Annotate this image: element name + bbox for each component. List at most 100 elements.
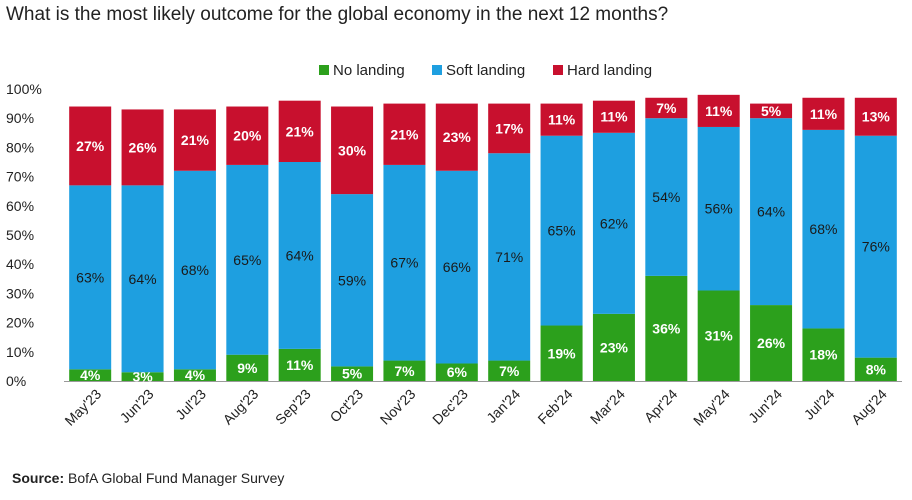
y-tick-label: 30% [6,285,34,301]
bar-segment-soft-landing [278,162,321,349]
value-label-no-landing: 7% [394,363,415,379]
value-label-hard-landing: 5% [761,103,782,119]
y-tick-label: 60% [6,198,34,214]
bar-segment-hard-landing [69,106,112,186]
value-label-soft-landing: 64% [129,271,157,287]
x-tick-label: Mar'24 [587,386,628,427]
bar-segment-no-landing [697,290,740,381]
bar-segment-no-landing [750,305,793,381]
value-label-hard-landing: 20% [233,128,262,144]
value-label-no-landing: 31% [705,328,734,344]
value-label-soft-landing: 64% [286,247,314,263]
x-tick-label: Jul'23 [172,386,209,423]
value-label-no-landing: 9% [237,360,258,376]
value-label-no-landing: 8% [866,361,887,377]
legend-label-soft-landing: Soft landing [446,62,525,79]
y-tick-label: 40% [6,256,34,272]
value-label-hard-landing: 23% [443,129,472,145]
bar-segment-hard-landing [697,94,740,127]
value-label-soft-landing: 68% [809,221,837,237]
bar-segment-hard-landing [802,97,845,130]
bar-segment-soft-landing [488,153,531,361]
value-label-no-landing: 26% [757,335,786,351]
y-tick-label: 80% [6,139,34,155]
value-label-soft-landing: 56% [705,201,733,217]
bar-segment-soft-landing [121,185,164,373]
value-label-hard-landing: 26% [129,139,158,155]
bar-segment-soft-landing [592,132,635,314]
x-tick-label: May'24 [690,386,733,429]
value-label-hard-landing: 30% [338,142,367,158]
value-label-no-landing: 11% [286,357,314,373]
x-tick-label: Jan'24 [483,386,523,426]
bar-segment-no-landing [802,328,845,381]
value-label-no-landing: 18% [809,347,838,363]
y-tick-label: 10% [6,344,34,360]
value-label-soft-landing: 66% [443,259,471,275]
value-label-soft-landing: 59% [338,272,366,288]
value-label-hard-landing: 17% [495,120,524,136]
bar-segment-soft-landing [331,194,374,367]
bar-segment-no-landing [592,313,635,381]
value-label-hard-landing: 11% [705,103,733,119]
bar-segment-soft-landing [750,118,793,306]
bar-segment-soft-landing [645,118,688,276]
source-label: Source: [12,470,65,486]
value-label-hard-landing: 21% [181,132,210,148]
x-tick-label: Jul'24 [801,386,838,423]
y-tick-label: 50% [6,227,34,243]
bar-segment-soft-landing [802,129,845,329]
value-label-soft-landing: 76% [862,239,890,255]
bar-segment-soft-landing [435,170,478,364]
bar-segment-no-landing [435,363,478,381]
value-label-soft-landing: 65% [548,223,576,239]
bar-segment-hard-landing [750,103,793,119]
value-label-soft-landing: 64% [757,204,785,220]
y-tick-label: 20% [6,315,34,331]
bar-segment-no-landing [383,360,426,381]
source-note: Source: BofA Global Fund Manager Survey [12,470,284,486]
source-text: BofA Global Fund Manager Survey [68,470,285,486]
x-tick-label: Aug'23 [220,386,262,428]
chart-title: What is the most likely outcome for the … [6,4,669,25]
value-label-no-landing: 4% [185,367,206,383]
x-tick-label: Nov'23 [377,386,419,428]
x-tick-label: Aug'24 [848,386,890,428]
bar-segment-soft-landing [697,126,740,291]
bar-segment-no-landing [173,369,216,381]
value-label-hard-landing: 21% [390,126,419,142]
value-label-soft-landing: 63% [76,269,104,285]
value-label-hard-landing: 13% [862,109,891,125]
bar-segment-hard-landing [121,109,164,186]
bar-segment-no-landing [69,369,112,381]
bar-segment-hard-landing [278,100,321,162]
legend-label-hard-landing: Hard landing [567,62,652,79]
value-label-no-landing: 36% [652,320,681,336]
bar-segment-no-landing [226,354,269,381]
bar-segment-hard-landing [383,103,426,165]
value-label-hard-landing: 7% [656,100,677,116]
value-label-no-landing: 6% [447,364,468,380]
bar-segment-hard-landing [645,97,688,119]
value-label-hard-landing: 21% [286,123,315,139]
bar-segment-no-landing [645,275,688,381]
legend-swatch-soft-landing [432,65,442,75]
value-label-no-landing: 5% [342,366,363,382]
bar-segment-soft-landing [383,164,426,361]
value-label-soft-landing: 68% [181,262,209,278]
value-label-no-landing: 7% [499,363,520,379]
x-tick-label: Jun'24 [745,386,785,426]
bar-segment-hard-landing [435,103,478,171]
legend-swatch-no-landing [319,65,329,75]
y-tick-label: 0% [6,373,26,389]
x-tick-label: May'23 [61,386,104,429]
bar-segment-hard-landing [592,100,635,133]
y-tick-label: 70% [6,169,34,185]
x-tick-label: Sep'23 [272,386,314,428]
value-label-hard-landing: 11% [600,109,628,125]
bar-segment-no-landing [540,325,583,381]
bar-segment-no-landing [121,372,164,381]
bar-segment-hard-landing [226,106,269,165]
value-label-soft-landing: 71% [495,249,523,265]
